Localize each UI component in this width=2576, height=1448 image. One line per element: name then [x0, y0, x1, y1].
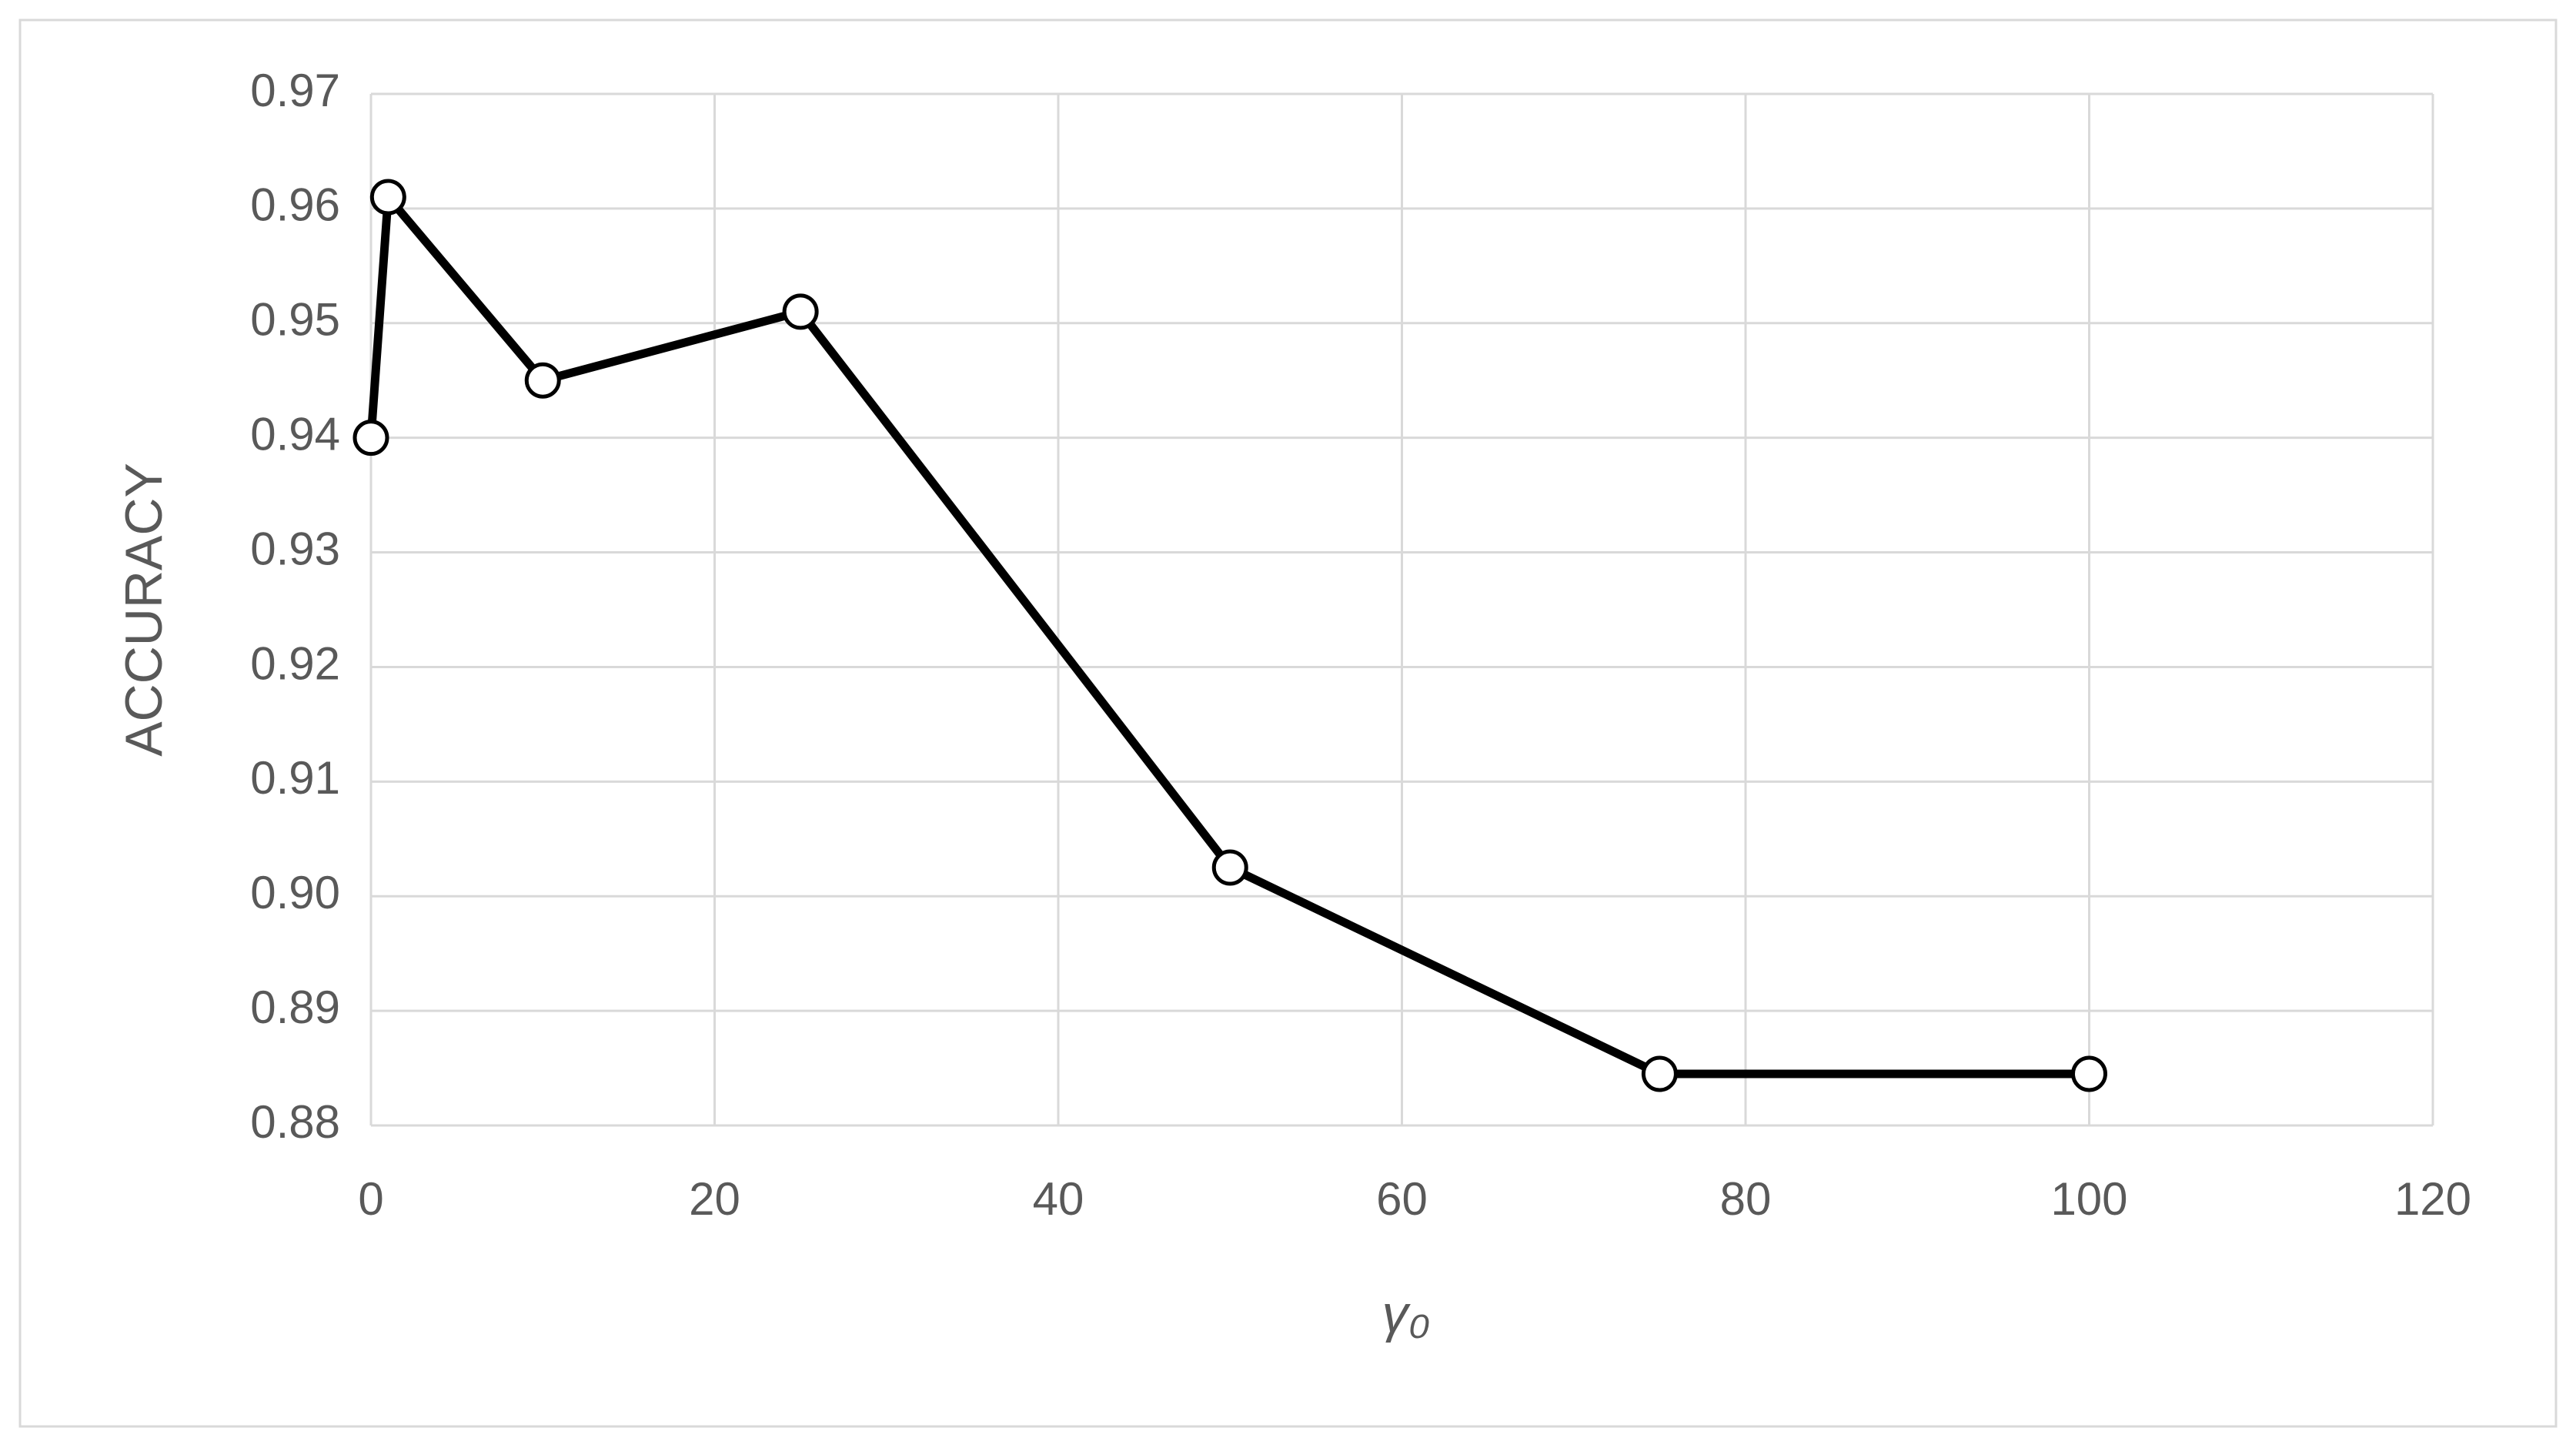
x-axis-title: γ₀	[1382, 1285, 1431, 1343]
x-tick-label: 0	[358, 1173, 383, 1225]
x-tick-label: 20	[689, 1173, 740, 1225]
marker	[524, 362, 561, 399]
y-tick-label: 0.93	[250, 523, 340, 574]
y-tick-label: 0.90	[250, 867, 340, 918]
x-tick-label: 60	[1376, 1173, 1428, 1225]
y-tick-label: 0.97	[250, 65, 340, 116]
y-tick-label: 0.95	[250, 294, 340, 346]
y-tick-label: 0.89	[250, 981, 340, 1033]
marker	[782, 293, 819, 330]
marker	[2071, 1055, 2107, 1092]
y-tick-label: 0.91	[250, 752, 340, 804]
x-tick-label: 120	[2394, 1173, 2471, 1225]
y-axis-title: ACCURACY	[115, 463, 173, 757]
marker	[1641, 1055, 1678, 1092]
y-tick-label: 0.94	[250, 409, 340, 460]
x-tick-label: 80	[1720, 1173, 1772, 1225]
marker	[369, 179, 406, 216]
marker	[1211, 849, 1248, 886]
chart-border	[18, 18, 2558, 1428]
y-tick-label: 0.88	[250, 1096, 340, 1148]
x-tick-label: 100	[2050, 1173, 2127, 1225]
marker	[352, 420, 389, 456]
y-tick-label: 0.96	[250, 179, 340, 231]
x-tick-label: 40	[1033, 1173, 1084, 1225]
y-tick-label: 0.92	[250, 637, 340, 689]
